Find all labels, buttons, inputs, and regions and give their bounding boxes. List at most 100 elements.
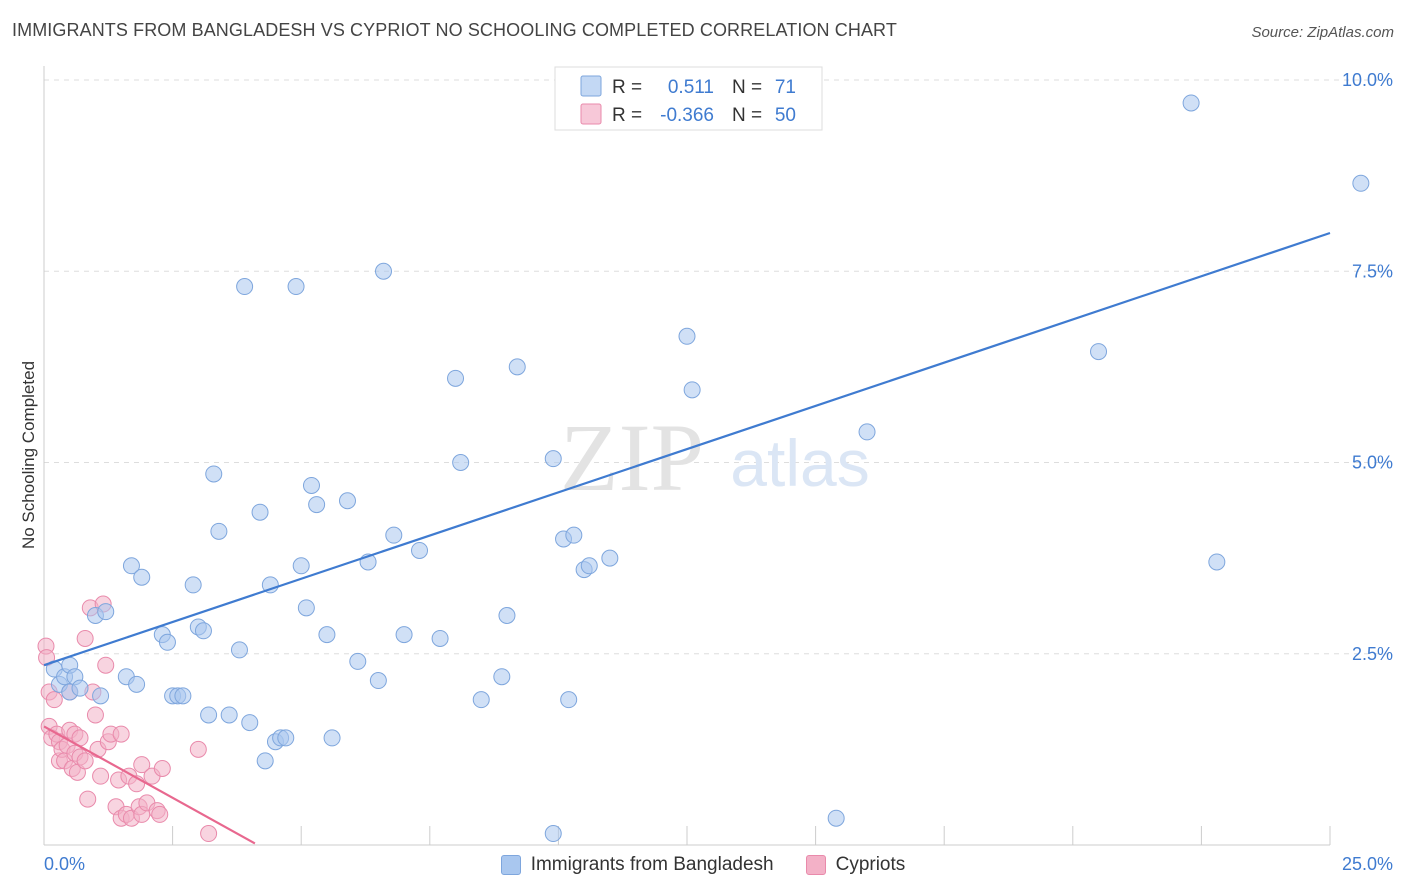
legend-swatch-pink xyxy=(805,855,826,875)
bangladesh-point xyxy=(97,603,115,621)
stats-n-value: 71 xyxy=(775,77,796,98)
bangladesh-point xyxy=(452,454,470,471)
bangladesh-point xyxy=(256,752,274,770)
bangladesh-point xyxy=(230,641,248,659)
bangladesh-point xyxy=(1182,94,1200,112)
bangladesh-point xyxy=(447,369,465,387)
bangladesh-point xyxy=(431,629,449,647)
cypriots-point xyxy=(76,629,94,647)
y-axis-label: No Schooling Completed xyxy=(19,361,38,549)
cypriots-point xyxy=(97,656,115,674)
stats-n-label: N = xyxy=(732,105,762,126)
stats-r-value: 0.511 xyxy=(668,77,714,98)
cypriots-point xyxy=(133,756,151,774)
y-tick-label: 5.0% xyxy=(1352,453,1393,473)
bangladesh-point xyxy=(369,672,387,690)
y-tick-label: 10.0% xyxy=(1342,70,1393,90)
stats-swatch xyxy=(580,103,602,125)
y-tick-label: 2.5% xyxy=(1352,644,1393,664)
cypriots-point xyxy=(189,740,207,758)
cypriots-point xyxy=(92,767,110,785)
bangladesh-point xyxy=(349,652,367,670)
bangladesh-point xyxy=(292,557,310,575)
bangladesh-point xyxy=(472,691,490,709)
cypriots-point xyxy=(86,706,104,724)
bangladesh-point xyxy=(683,381,701,399)
bangladesh-point xyxy=(220,706,238,724)
bangladesh-point xyxy=(493,668,511,686)
bangladesh-point xyxy=(92,687,110,705)
bangladesh-point xyxy=(498,607,516,624)
bangladesh-point xyxy=(277,729,295,747)
y-tick-label: 7.5% xyxy=(1352,261,1393,281)
bangladesh-point xyxy=(302,476,320,494)
bangladesh-point xyxy=(318,626,336,644)
axes xyxy=(43,66,1331,846)
tick-labels: 2.5% 5.0% 7.5% 10.0% 0.0% 25.0% xyxy=(44,70,1393,874)
legend-label-cypriots: Cypriots xyxy=(835,854,906,875)
bangladesh-point xyxy=(236,278,254,296)
legend-swatch-blue xyxy=(500,855,521,875)
bangladesh-point xyxy=(385,526,403,544)
cypriots-point xyxy=(112,725,130,743)
bangladesh-point xyxy=(128,675,146,693)
bangladesh-point xyxy=(241,714,259,732)
watermark-atlas: atlas xyxy=(730,426,869,500)
bangladesh-point xyxy=(601,549,619,567)
bangladesh-point xyxy=(827,809,845,827)
cypriots-point xyxy=(151,805,169,823)
cypriots-point xyxy=(76,752,94,770)
bangladesh-point xyxy=(508,358,526,376)
bangladesh-point xyxy=(174,687,192,705)
stats-r-label: R = xyxy=(612,77,642,98)
stats-n-label: N = xyxy=(732,77,762,98)
bangladesh-point xyxy=(1352,174,1370,192)
bangladesh-point xyxy=(678,327,696,345)
trend-lines xyxy=(43,231,1331,845)
bangladesh-point xyxy=(210,522,228,540)
bangladesh-point xyxy=(287,278,305,296)
watermark-zip: ZIP xyxy=(560,404,704,511)
series-legend: Immigrants from Bangladesh Cypriots xyxy=(0,852,1406,878)
bangladesh-point xyxy=(580,557,598,575)
stats-legend: R = 0.511 N = 71 R = -0.366 N = 50 xyxy=(554,66,823,131)
bangladesh-point xyxy=(544,450,562,468)
bangladesh-point xyxy=(411,541,429,559)
bangladesh-point xyxy=(308,496,326,514)
bangladesh-point xyxy=(133,568,151,586)
bangladesh-point xyxy=(71,679,89,697)
stats-r-value: -0.366 xyxy=(660,105,714,126)
bangladesh-point xyxy=(395,626,413,644)
bangladesh-point xyxy=(565,526,583,544)
x-tick-label: 25.0% xyxy=(1342,854,1393,874)
legend-item-bangladesh[interactable]: Immigrants from Bangladesh xyxy=(500,854,774,876)
bangladesh-point xyxy=(158,633,176,651)
bangladesh-point xyxy=(184,576,202,594)
cypriots-trend-line xyxy=(43,725,256,845)
bangladesh-point xyxy=(560,691,578,709)
legend-item-cypriots[interactable]: Cypriots xyxy=(805,854,906,876)
cypriots-point xyxy=(153,760,171,777)
chart-title: IMMIGRANTS FROM BANGLADESH VS CYPRIOT NO… xyxy=(12,20,897,40)
bangladesh-point xyxy=(323,729,341,747)
x-tick-label: 0.0% xyxy=(44,854,85,874)
bangladesh-point xyxy=(200,706,218,724)
cypriots-point xyxy=(200,825,218,843)
stats-r-label: R = xyxy=(612,105,642,126)
stats-swatch xyxy=(580,75,602,97)
bangladesh-points xyxy=(45,94,1370,843)
bangladesh-point xyxy=(194,622,212,640)
bangladesh-trend-line xyxy=(43,231,1331,667)
bangladesh-point xyxy=(858,423,876,441)
bangladesh-point xyxy=(297,599,315,617)
bangladesh-point xyxy=(544,825,562,843)
bangladesh-point xyxy=(375,262,393,280)
gridlines xyxy=(44,79,1392,655)
watermark: ZIP atlas xyxy=(560,404,870,511)
chart-source: Source: ZipAtlas.com xyxy=(1251,24,1394,41)
cypriots-point xyxy=(79,790,97,808)
bangladesh-point xyxy=(205,465,223,483)
stats-n-value: 50 xyxy=(775,105,796,126)
legend-label-bangladesh: Immigrants from Bangladesh xyxy=(530,854,774,875)
bangladesh-point xyxy=(338,492,356,510)
